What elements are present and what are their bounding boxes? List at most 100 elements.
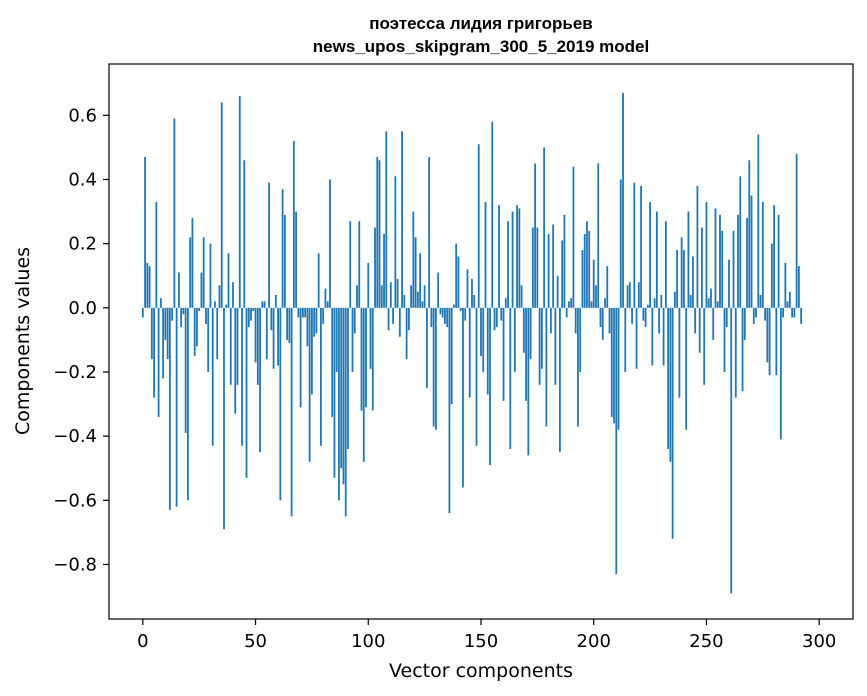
bar-176 — [538, 307, 541, 385]
bar-97 — [360, 307, 363, 411]
bar-61 — [279, 307, 282, 501]
bar-154 — [489, 307, 491, 466]
bar-142 — [462, 307, 464, 488]
bar-221 — [640, 185, 642, 308]
bar-16 — [177, 272, 180, 308]
bar-111 — [392, 307, 394, 324]
bar-204 — [601, 307, 604, 340]
bar-74 — [308, 307, 311, 462]
bar-65 — [288, 307, 291, 344]
bar-155 — [491, 121, 494, 308]
bar-59 — [274, 294, 277, 308]
bar-100 — [367, 262, 370, 308]
x-tick-label: 50 — [244, 631, 267, 652]
bar-279 — [770, 243, 773, 308]
bar-212 — [619, 179, 622, 308]
bar-152 — [484, 201, 487, 308]
bar-191 — [572, 166, 575, 308]
bar-246 — [696, 185, 699, 308]
bar-202 — [597, 163, 600, 308]
bar-138 — [453, 304, 455, 308]
bar-84 — [331, 307, 334, 417]
bar-66 — [290, 307, 293, 517]
bar-188 — [565, 307, 568, 318]
bar-83 — [329, 179, 331, 308]
bar-91 — [347, 307, 349, 449]
bar-270 — [750, 195, 753, 308]
bar-96 — [358, 221, 361, 308]
bar-229 — [658, 307, 661, 334]
bar-139 — [455, 243, 458, 308]
bar-62 — [281, 189, 284, 308]
y-tick-label: 0.6 — [68, 105, 97, 126]
bar-189 — [568, 301, 570, 308]
bar-254 — [714, 208, 717, 308]
bar-81 — [324, 288, 327, 308]
bar-9 — [162, 307, 165, 379]
bar-52 — [259, 307, 261, 453]
bar-197 — [586, 221, 588, 308]
bar-4 — [150, 307, 153, 360]
bar-75 — [311, 307, 313, 395]
bar-146 — [471, 278, 473, 308]
bar-251 — [707, 298, 710, 308]
bar-37 — [225, 304, 228, 308]
bar-228 — [655, 211, 658, 308]
bar-183 — [554, 307, 557, 385]
bar-190 — [570, 298, 573, 308]
bar-131 — [437, 272, 440, 308]
bar-20 — [187, 307, 189, 501]
bar-70 — [299, 307, 302, 408]
bar-185 — [559, 307, 561, 453]
bar-39 — [229, 307, 232, 385]
bar-195 — [581, 250, 584, 308]
bar-137 — [450, 307, 453, 405]
bar-170 — [525, 307, 527, 401]
bar-162 — [507, 221, 509, 308]
bar-82 — [326, 301, 329, 308]
bar-147 — [473, 294, 476, 308]
bar-141 — [459, 307, 462, 312]
bar-49 — [252, 307, 255, 312]
bar-31 — [211, 307, 214, 446]
bar-95 — [356, 285, 358, 308]
bar-223 — [644, 307, 647, 328]
bar-19 — [184, 307, 187, 433]
bar-220 — [637, 282, 640, 308]
bar-107 — [383, 234, 385, 308]
bar-43 — [238, 96, 241, 308]
bar-134 — [444, 307, 446, 324]
bar-30 — [209, 243, 212, 308]
y-tick-label: −0.2 — [53, 362, 97, 383]
bar-165 — [513, 307, 516, 372]
bar-25 — [198, 307, 201, 312]
bar-283 — [779, 307, 782, 440]
bar-180 — [547, 234, 550, 308]
bar-281 — [775, 307, 778, 376]
bar-290 — [795, 153, 798, 308]
bar-92 — [349, 221, 352, 308]
bar-230 — [660, 294, 663, 308]
bar-237 — [676, 250, 679, 308]
bar-264 — [737, 214, 739, 308]
bar-186 — [561, 240, 564, 308]
bar-103 — [374, 227, 376, 308]
bar-217 — [631, 307, 633, 324]
bar-268 — [746, 217, 748, 308]
bar-132 — [439, 307, 442, 315]
bar-187 — [563, 214, 566, 308]
bar-260 — [728, 259, 730, 308]
bar-169 — [522, 307, 525, 353]
bar-140 — [457, 256, 460, 308]
bar-8 — [159, 298, 162, 308]
bar-181 — [549, 307, 552, 334]
bar-252 — [710, 288, 712, 308]
x-tick-label: 250 — [689, 631, 723, 652]
bar-124 — [421, 301, 424, 308]
bar-179 — [545, 307, 548, 427]
bar-277 — [766, 307, 769, 363]
bar-125 — [423, 285, 426, 308]
bar-287 — [788, 291, 791, 308]
bar-182 — [552, 224, 555, 308]
